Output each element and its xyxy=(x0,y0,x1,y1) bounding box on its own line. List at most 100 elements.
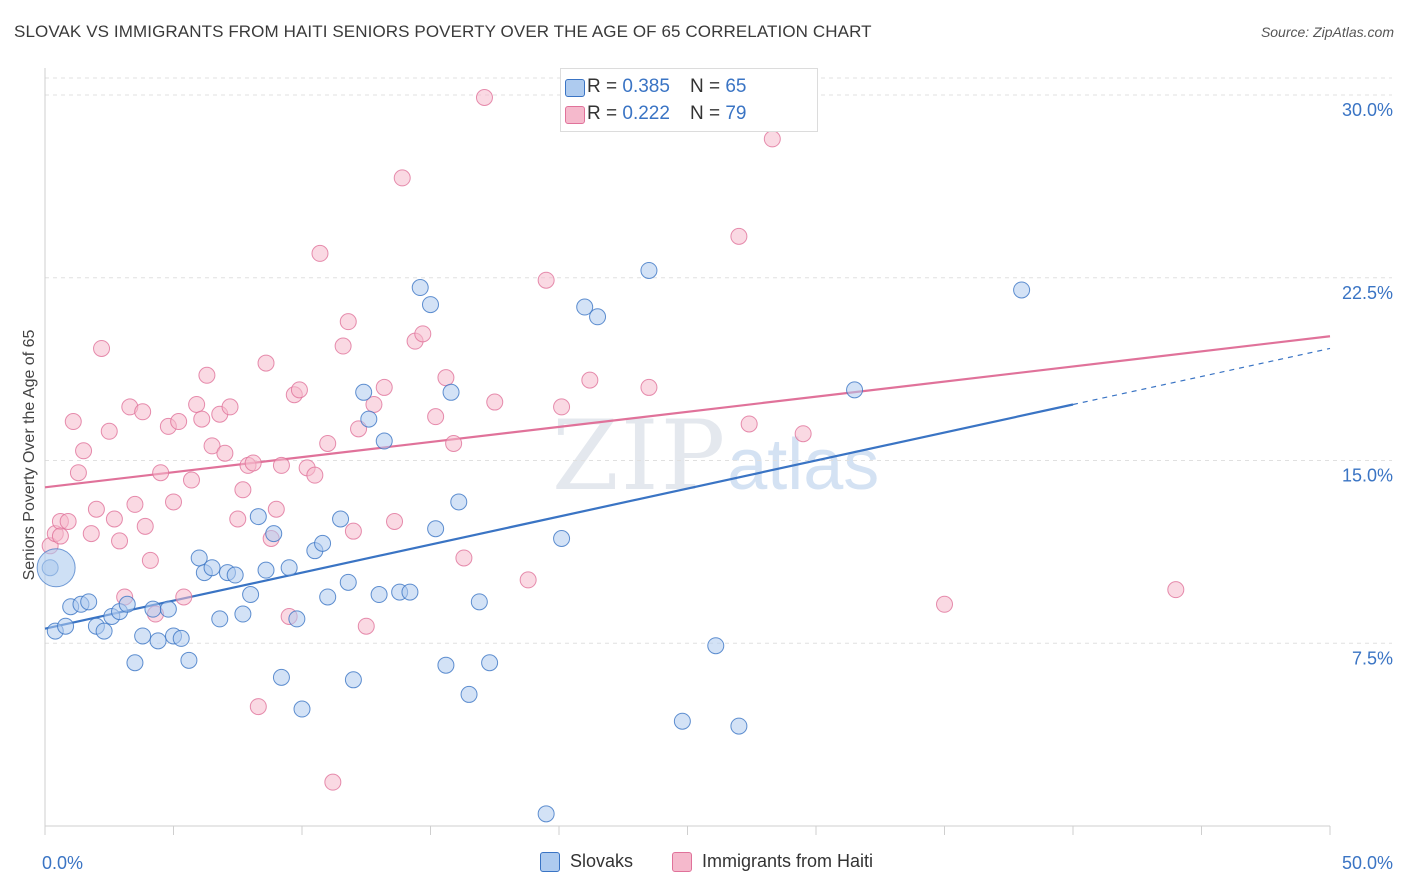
point-haiti xyxy=(203,437,221,455)
point-slovaks xyxy=(411,279,429,297)
legend-r-label: R = xyxy=(587,103,618,124)
legend-label-slovaks: Slovaks xyxy=(570,851,634,871)
chart-source: Source: ZipAtlas.com xyxy=(1260,24,1394,40)
point-haiti xyxy=(170,413,188,431)
point-slovaks xyxy=(257,561,275,579)
correlation-legend: R = 0.385 N = 65 R = 0.222 N = 79 xyxy=(560,68,818,132)
x-tick-label: 50.0% xyxy=(1342,853,1393,873)
legend-swatch-pink xyxy=(565,106,585,124)
series-legend: Slovaks Immigrants from Haiti xyxy=(0,851,1406,877)
point-slovaks xyxy=(537,805,555,823)
point-slovaks xyxy=(1013,281,1031,299)
point-haiti xyxy=(234,481,252,499)
point-haiti xyxy=(165,493,182,511)
point-slovaks xyxy=(370,586,388,604)
legend-r-value: 0.222 xyxy=(622,103,670,124)
axes xyxy=(44,68,1331,835)
point-haiti xyxy=(414,325,432,343)
point-haiti xyxy=(134,403,152,421)
point-slovaks xyxy=(211,610,229,628)
point-slovaks xyxy=(159,600,177,618)
legend-swatch-blue xyxy=(565,79,585,97)
point-slovaks xyxy=(427,520,445,538)
point-haiti xyxy=(188,395,206,413)
point-slovaks xyxy=(293,700,311,718)
point-haiti xyxy=(324,773,342,791)
point-slovaks xyxy=(589,308,607,326)
point-slovaks xyxy=(460,685,478,703)
point-haiti xyxy=(730,227,748,245)
point-haiti xyxy=(198,366,216,384)
point-slovaks xyxy=(437,656,455,674)
point-slovaks xyxy=(144,600,162,618)
legend-n-label: N = xyxy=(689,103,721,124)
point-haiti xyxy=(334,337,352,355)
point-slovaks xyxy=(249,508,267,526)
legend-n-value: 65 xyxy=(725,76,747,97)
point-haiti xyxy=(357,617,375,635)
point-slovaks xyxy=(450,493,468,511)
point-slovaks xyxy=(707,637,725,655)
data-points xyxy=(36,88,1185,823)
point-haiti xyxy=(249,698,267,716)
point-haiti xyxy=(763,130,781,148)
legend-item-haiti: Immigrants from Haiti xyxy=(672,851,873,872)
y-tick-label: 7.5% xyxy=(1352,648,1393,668)
point-haiti xyxy=(175,588,193,606)
point-haiti xyxy=(193,410,211,428)
point-haiti xyxy=(794,425,812,443)
point-haiti xyxy=(553,398,571,416)
point-haiti xyxy=(344,522,362,540)
point-slovaks xyxy=(673,712,691,730)
point-slovaks xyxy=(355,383,373,401)
point-haiti xyxy=(59,512,77,530)
point-haiti xyxy=(537,271,555,289)
y-tick-label: 22.5% xyxy=(1342,283,1393,303)
y-tick-label: 15.0% xyxy=(1342,466,1393,486)
legend-swatch-haiti xyxy=(672,851,692,872)
point-haiti xyxy=(936,595,953,613)
point-haiti xyxy=(229,510,247,528)
point-slovaks xyxy=(234,605,252,623)
point-haiti xyxy=(51,527,69,545)
point-haiti xyxy=(640,378,658,396)
point-slovaks xyxy=(576,298,594,316)
point-haiti xyxy=(221,398,239,416)
legend-r-value: 0.385 xyxy=(622,76,670,97)
point-haiti xyxy=(427,408,445,426)
point-haiti xyxy=(93,339,111,357)
trend-line-slovaks-dashed xyxy=(1072,347,1331,406)
point-haiti xyxy=(519,571,537,589)
point-slovaks xyxy=(422,296,439,314)
point-slovaks xyxy=(280,559,298,577)
point-slovaks xyxy=(80,593,98,611)
point-slovaks xyxy=(226,566,244,584)
point-haiti xyxy=(455,549,473,567)
point-haiti xyxy=(87,500,105,518)
legend-n-label: N = xyxy=(689,76,721,97)
grid-lines xyxy=(45,77,1392,644)
legend-n-value: 79 xyxy=(725,103,747,124)
point-haiti xyxy=(445,434,463,452)
point-slovaks xyxy=(265,525,283,543)
point-haiti xyxy=(386,512,404,530)
point-slovaks xyxy=(203,559,221,577)
point-haiti xyxy=(64,413,82,431)
legend-item-slovaks: Slovaks xyxy=(540,851,633,872)
point-haiti xyxy=(393,169,411,187)
chart-title: SLOVAK VS IMMIGRANTS FROM HAITI SENIORS … xyxy=(14,22,872,41)
point-haiti xyxy=(111,532,129,550)
point-haiti xyxy=(141,551,159,569)
point-haiti xyxy=(306,466,324,484)
point-slovaks xyxy=(118,595,136,613)
point-slovaks xyxy=(640,261,658,279)
point-haiti xyxy=(272,456,290,474)
point-slovaks xyxy=(242,586,260,604)
point-slovaks xyxy=(375,432,393,450)
point-haiti xyxy=(475,88,493,106)
point-haiti xyxy=(319,434,337,452)
point-slovaks xyxy=(344,671,362,689)
point-slovaks xyxy=(57,617,75,635)
point-slovaks xyxy=(846,381,864,399)
legend-row-slovaks: R = 0.385 N = 65 xyxy=(565,76,747,98)
